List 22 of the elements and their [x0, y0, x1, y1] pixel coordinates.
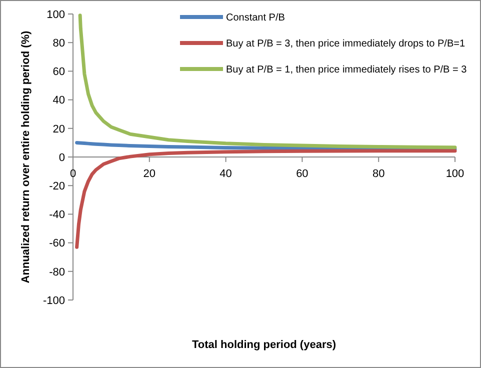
legend-label: Constant P/B	[226, 12, 286, 24]
x-tick-label: 80	[372, 168, 385, 180]
x-tick-label: 100	[446, 168, 464, 180]
y-tick-label: -20	[49, 180, 65, 192]
y-tick-label: 100	[46, 8, 65, 21]
y-tick-label: 80	[52, 37, 65, 50]
legend-label: Buy at P/B = 1, then price immediately rises to P/B = 3	[226, 64, 468, 76]
y-tick-label: -40	[49, 209, 65, 222]
y-tick-label: 60	[52, 66, 65, 78]
y-tick-label: -80	[49, 266, 65, 278]
y-axis-title: Annualized return over entire holding period (%)	[20, 30, 32, 284]
x-axis-title: Total holding period (years)	[192, 339, 336, 351]
y-tick-label: 0	[58, 152, 65, 164]
y-tick-label: -100	[42, 294, 65, 307]
x-tick-label: 20	[143, 168, 156, 180]
y-tick-label: -60	[49, 238, 65, 250]
y-tick-label: 20	[52, 123, 65, 136]
legend-label: Buy at P/B = 3, then price immediately drops to P/B=1	[226, 38, 466, 50]
x-tick-label: 40	[220, 168, 232, 180]
x-tick-label: 0	[70, 168, 76, 180]
y-tick-label: 40	[52, 94, 65, 107]
x-tick-label: 60	[296, 168, 308, 180]
